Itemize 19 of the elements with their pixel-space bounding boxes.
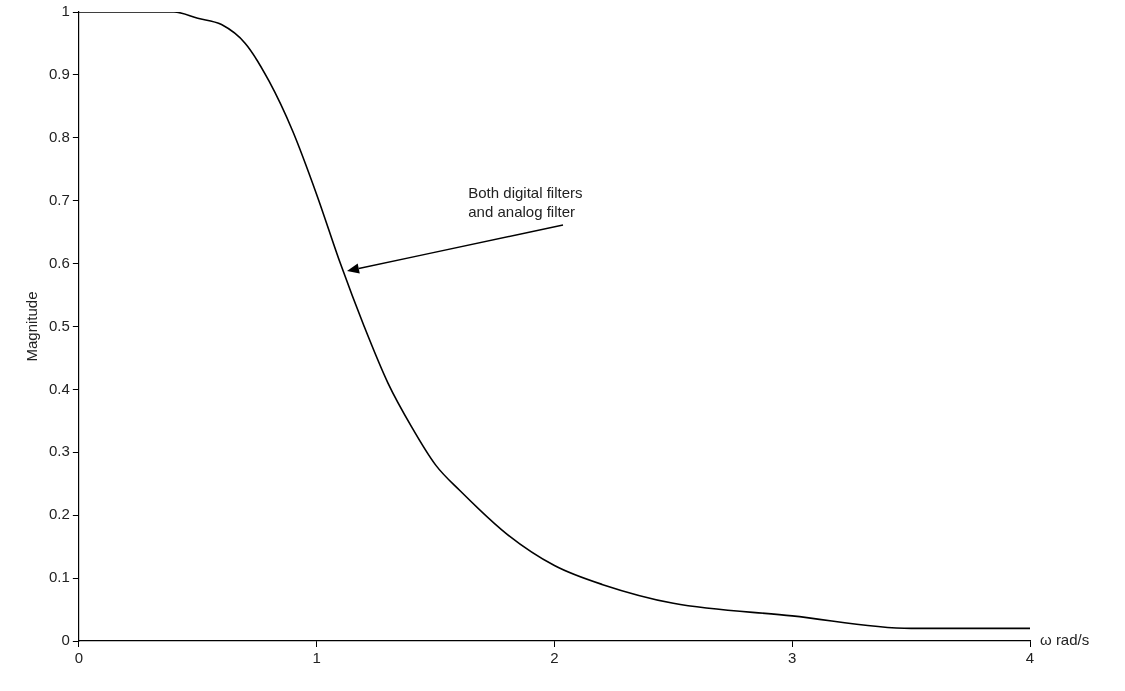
y-tick-label: 0.1 bbox=[48, 568, 70, 586]
y-tick-label: 0.9 bbox=[48, 65, 70, 83]
x-tick-label: 0 bbox=[74, 649, 84, 667]
y-tick-label: 0.8 bbox=[48, 127, 70, 145]
y-tick-label: 0.6 bbox=[48, 253, 70, 271]
annotation: Both digital filters and analog filter bbox=[468, 183, 583, 222]
y-tick-label: 0.5 bbox=[48, 316, 70, 334]
y-tick-label: 0.2 bbox=[48, 505, 70, 523]
y-axis-title: Magnitude bbox=[23, 291, 41, 362]
y-tick-label: 0 bbox=[61, 631, 70, 649]
y-tick-label: 0.4 bbox=[48, 379, 70, 397]
y-tick-label: 0.7 bbox=[48, 190, 70, 208]
x-tick-label: 3 bbox=[788, 649, 797, 667]
y-tick-label: 0.3 bbox=[48, 442, 70, 460]
y-tick-label: 1 bbox=[61, 2, 70, 20]
x-axis-title: ω rad/s bbox=[1040, 631, 1090, 649]
x-tick-label: 1 bbox=[312, 649, 321, 667]
x-tick-label: 2 bbox=[550, 649, 559, 667]
x-tick-label: 4 bbox=[1025, 649, 1035, 667]
